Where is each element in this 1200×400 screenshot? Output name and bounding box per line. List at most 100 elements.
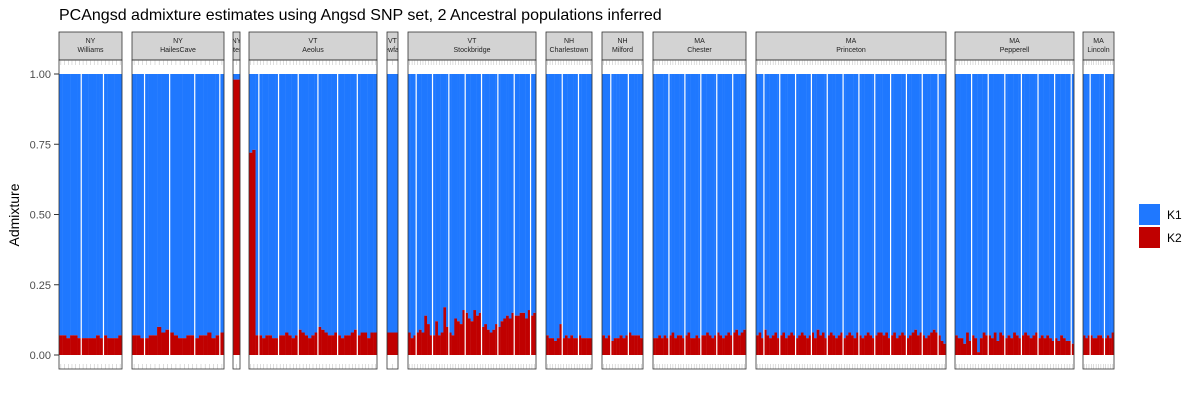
bar-k2 (698, 338, 702, 355)
bar-k1 (575, 74, 579, 339)
panel-border (131, 59, 225, 370)
bar-k2 (533, 312, 537, 355)
bar-k1 (914, 74, 918, 330)
bar-k2 (489, 332, 493, 355)
bar-k2 (1085, 338, 1088, 355)
bar-k2 (203, 335, 208, 355)
bar-k1 (203, 74, 208, 336)
bar-k2 (1090, 335, 1093, 355)
bar-k2 (249, 152, 253, 355)
bar-k2 (848, 332, 852, 355)
panel-mewfane: VT Mewfane (378, 31, 407, 370)
bar-k2 (500, 321, 504, 355)
bar-k2 (877, 332, 881, 355)
bar-k2 (367, 338, 371, 355)
bar-k2 (800, 332, 804, 355)
bar-k1 (211, 74, 216, 339)
bar-k1 (1099, 74, 1103, 336)
bar-k2 (291, 338, 296, 355)
bar-k2 (811, 332, 815, 355)
bar-k1 (974, 74, 978, 339)
bar-k2 (575, 338, 579, 355)
bar-k2 (843, 338, 846, 355)
bar-k2 (1004, 338, 1008, 355)
bar-k1 (690, 74, 694, 339)
bar-k2 (616, 338, 620, 355)
bar-k1 (803, 74, 807, 336)
bar-k2 (604, 338, 609, 355)
bar-k1 (416, 74, 420, 333)
bar-k1 (1054, 74, 1058, 339)
bar-k2 (481, 326, 485, 355)
bar-k1 (856, 74, 860, 333)
bar-k2 (861, 338, 865, 355)
bar-k2 (911, 332, 915, 355)
bar-k1 (92, 74, 97, 339)
bar-k1 (968, 74, 972, 341)
legend-label-k2: K2 (1167, 231, 1182, 245)
bar-k2 (454, 318, 458, 355)
bar-k1 (186, 74, 191, 336)
panel-strip (652, 31, 747, 61)
bar-k1 (930, 74, 934, 333)
bar-k2 (1062, 338, 1066, 355)
panel-strip (232, 31, 241, 61)
bar-k2 (424, 315, 428, 355)
bar-k2 (308, 338, 312, 355)
bar-k2 (714, 335, 717, 355)
bar-k2 (732, 332, 736, 355)
bar-k1 (107, 74, 112, 339)
bar-k2 (554, 340, 558, 355)
panel-site-label: Mewfane (378, 47, 407, 54)
bar-k1 (484, 74, 488, 325)
bar-k1 (622, 74, 626, 339)
bar-k1 (1087, 74, 1091, 336)
panel-border (58, 59, 123, 370)
bar-k2 (628, 332, 632, 355)
bar-k2 (906, 338, 910, 355)
bar-k2 (144, 338, 149, 355)
bar-k2 (152, 335, 158, 355)
bar-k2 (640, 338, 644, 355)
bar-k2 (637, 335, 641, 355)
bar-k2 (484, 324, 488, 355)
bar-k1 (798, 74, 802, 336)
bar-k1 (1109, 74, 1112, 339)
legend-swatch-k1 (1139, 204, 1160, 225)
bar-k2 (758, 332, 762, 355)
bar-k1 (495, 74, 499, 325)
bar-k2 (140, 338, 145, 355)
bar-k1 (1065, 74, 1069, 341)
bar-k2 (387, 332, 399, 355)
bar-k2 (864, 335, 868, 355)
bar-k1 (1035, 74, 1039, 333)
bar-k1 (271, 74, 276, 339)
bar-k1 (1026, 74, 1030, 336)
bar-k2 (157, 326, 162, 355)
bar-k1 (457, 74, 460, 322)
bar-k1 (527, 74, 531, 311)
bar-k2 (107, 338, 112, 355)
bar-k1 (413, 74, 417, 336)
bar-k1 (1032, 74, 1036, 336)
bar-k1 (1106, 74, 1110, 336)
bar-k1 (132, 74, 137, 336)
bar-k2 (740, 332, 744, 355)
bar-k1 (1057, 74, 1061, 341)
bar-k1 (806, 74, 809, 339)
bar-k2 (350, 332, 355, 355)
bar-k1 (88, 74, 93, 339)
bars (132, 60, 225, 369)
bars (602, 60, 644, 369)
bar-k2 (564, 335, 568, 355)
bar-k2 (525, 318, 529, 355)
panel-state-label: MA (846, 38, 857, 45)
bar-k2 (178, 338, 183, 355)
bar-k1 (258, 74, 263, 336)
bar-k2 (957, 338, 961, 355)
bar-k2 (1109, 338, 1112, 355)
bar-k2 (895, 338, 899, 355)
bar-k2 (1104, 338, 1108, 355)
bar-k2 (506, 315, 509, 355)
bar-k2 (410, 338, 414, 355)
